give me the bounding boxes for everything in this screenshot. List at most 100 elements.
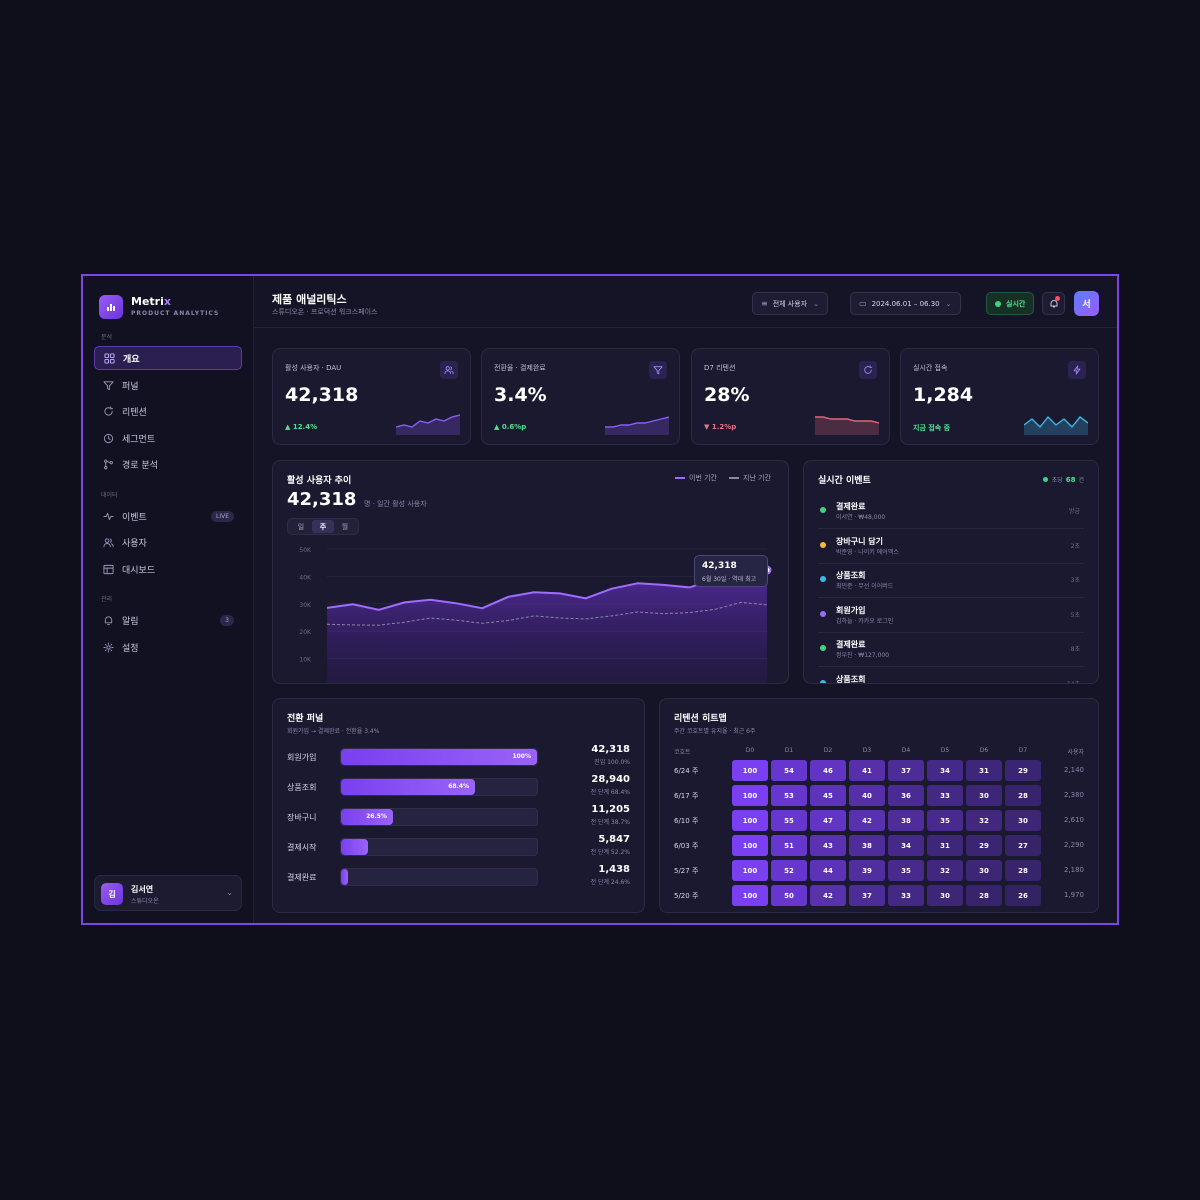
retention-cell[interactable]: 41 [849,760,885,781]
event-status-dot [820,645,826,651]
retention-cell[interactable]: 28 [1005,785,1041,806]
retention-cell[interactable]: 100 [732,835,768,856]
retention-cell[interactable]: 29 [966,835,1002,856]
sidebar-item-grid[interactable]: 개요 [94,346,242,370]
retention-cell[interactable]: 55 [771,810,807,831]
retention-cell[interactable]: 45 [810,785,846,806]
kpi-sparkline [396,414,460,435]
retention-cell[interactable]: 35 [927,810,963,831]
retention-cell[interactable]: 54 [771,760,807,781]
retention-cell[interactable]: 30 [927,885,963,906]
notifications-button[interactable] [1042,292,1065,315]
funnel-bar-fill: 26.5% [341,809,393,825]
users-icon [440,361,458,379]
retention-cell[interactable]: 42 [849,810,885,831]
retention-cell[interactable]: 28 [966,885,1002,906]
sidebar-item-label: 개요 [123,354,140,365]
retention-cell[interactable]: 33 [927,785,963,806]
retention-cell[interactable]: 30 [1005,810,1041,831]
retention-cell[interactable]: 30 [966,860,1002,881]
retention-cell[interactable]: 32 [966,810,1002,831]
chevron-down-icon: ⌄ [813,299,820,308]
retention-cell[interactable]: 40 [849,785,885,806]
retention-cell[interactable]: 52 [771,860,807,881]
retention-cell[interactable]: 33 [888,885,924,906]
retention-cell[interactable]: 37 [849,885,885,906]
live-toggle[interactable]: 실시간 [986,292,1035,315]
retention-cell[interactable]: 29 [1005,760,1041,781]
event-name: 회원가입 [836,605,866,615]
sidebar-item-clock[interactable]: 세그먼트 [94,426,242,450]
retention-cell[interactable]: 37 [888,760,924,781]
event-row[interactable]: 상품조회 최민준 · 무선 이어버드 3초 [818,564,1084,598]
grid-icon [103,352,115,364]
retention-cell[interactable]: 32 [927,860,963,881]
trend-chart[interactable]: 50K 40K 30K 20K 10K [273,461,789,684]
tab-일[interactable]: 일 [297,522,305,531]
segment-filter-button[interactable]: ≡ 전체 사용자 ⌄ [752,292,829,315]
sidebar-item-refresh[interactable]: 리텐션 [94,399,242,423]
calendar-icon: ▭ [859,299,867,308]
retention-cell[interactable]: 53 [771,785,807,806]
retention-cell[interactable]: 26 [1005,885,1041,906]
column-header-day: D3 [862,747,872,754]
tab-주[interactable]: 주 [312,520,334,533]
user-menu[interactable]: 김 김서연 스튜디오온 ⌄ [94,875,242,911]
retention-cell[interactable]: 38 [849,835,885,856]
retention-cell[interactable]: 100 [732,785,768,806]
retention-cell[interactable]: 100 [732,810,768,831]
retention-cell[interactable]: 34 [927,760,963,781]
sidebar-item-bell[interactable]: 알림 3 [94,608,242,632]
retention-cell[interactable]: 47 [810,810,846,831]
profile-avatar-button[interactable]: 서 [1074,291,1099,316]
retention-cell[interactable]: 100 [732,860,768,881]
logo-icon[interactable] [99,295,123,319]
retention-title: 리텐션 히트맵 [674,714,727,724]
funnel-bar-track[interactable]: 100% [340,748,538,766]
retention-cell[interactable]: 100 [732,760,768,781]
retention-cell[interactable]: 100 [732,885,768,906]
retention-cell[interactable]: 27 [1005,835,1041,856]
cohort-label: 6/10 주 [674,817,699,825]
retention-cell[interactable]: 50 [771,885,807,906]
date-range-button[interactable]: ▭ 2024.06.01 – 06.30 ⌄ [850,292,961,315]
chevron-down-icon: ⌄ [945,299,952,308]
funnel-bar-track[interactable]: 26.5% [340,808,538,826]
refresh-icon [859,361,877,379]
retention-cell[interactable]: 44 [810,860,846,881]
funnel-bar-track[interactable] [340,868,538,886]
retention-cell[interactable]: 30 [966,785,1002,806]
retention-cell[interactable]: 46 [810,760,846,781]
sidebar-item-layout[interactable]: 대시보드 [94,557,242,581]
y-tick-label: 20K [299,629,312,636]
retention-cell[interactable]: 28 [1005,860,1041,881]
event-row[interactable]: 결제완료 이서연 · ₩48,000 방금 [818,495,1084,529]
retention-cell[interactable]: 51 [771,835,807,856]
retention-cell[interactable]: 31 [927,835,963,856]
event-detail: 정우진 · ₩127,000 [836,652,890,659]
event-row[interactable]: 회원가입 김하늘 · 카카오 로그인 5초 [818,599,1084,633]
retention-cell[interactable]: 34 [888,835,924,856]
event-time: 8초 [1070,646,1080,653]
retention-cell[interactable]: 39 [849,860,885,881]
retention-cell[interactable]: 43 [810,835,846,856]
retention-cell[interactable]: 35 [888,860,924,881]
event-row[interactable]: 장바구니 담기 박준영 · 나이키 에어맥스 2초 [818,530,1084,564]
funnel-bar-track[interactable]: 68.4% [340,778,538,796]
sidebar-item-gear[interactable]: 설정 [94,635,242,659]
sidebar-item-filter[interactable]: 퍼널 [94,373,242,397]
sidebar-item-users[interactable]: 사용자 [94,530,242,554]
funnel-bar-fill: 68.4% [341,779,476,795]
tab-월[interactable]: 월 [341,522,349,531]
retention-cell[interactable]: 42 [810,885,846,906]
event-row[interactable]: 상품조회 14초 [818,668,1084,683]
retention-cell[interactable]: 38 [888,810,924,831]
sidebar-item-activity[interactable]: 이벤트 LIVE [94,504,242,528]
funnel-bar-track[interactable] [340,838,538,856]
retention-cell[interactable]: 36 [888,785,924,806]
sidebar-item-path[interactable]: 경로 분석 [94,452,242,476]
retention-cell[interactable]: 31 [966,760,1002,781]
kpi-label: 활성 사용자 · DAU [285,364,342,372]
event-row[interactable]: 결제완료 정우진 · ₩127,000 8초 [818,633,1084,667]
